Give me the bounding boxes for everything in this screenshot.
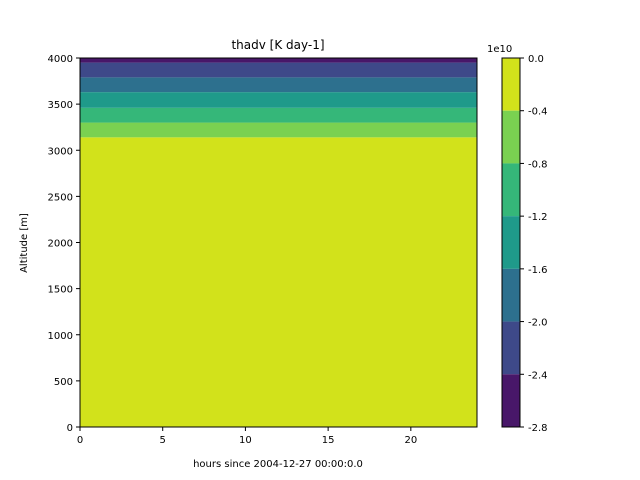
contour-band-6 [80, 58, 477, 63]
x-tick-label-4: 20 [404, 435, 417, 446]
x-tick-label-1: 5 [160, 435, 166, 446]
colorbar-tick-label-1: -0.4 [528, 107, 548, 118]
contour-band-2 [80, 107, 477, 123]
colorbar-segment-6 [502, 374, 520, 427]
colorbar-offset-label: 1e10 [487, 44, 512, 55]
colorbar-segment-0 [502, 58, 520, 111]
y-tick-label-2: 1000 [48, 331, 73, 342]
y-tick-label-8: 4000 [48, 54, 73, 65]
colorbar-tick-label-0: 0.0 [528, 54, 544, 65]
colorbar-tick-label-3: -1.2 [528, 212, 548, 223]
contour-band-1 [80, 122, 477, 138]
colorbar-frame [501, 57, 521, 428]
y-tick-label-4: 2000 [48, 239, 73, 250]
colorbar-tick-label-2: -0.8 [528, 159, 548, 170]
chart-title: thadv [K day-1] [231, 38, 324, 52]
x-axis: 0 5 10 15 20 [77, 427, 417, 446]
y-tick-label-1: 500 [54, 377, 73, 388]
contour-band-5 [80, 62, 477, 78]
y-tick-label-0: 0 [67, 423, 73, 434]
colorbar-segment-4 [502, 268, 520, 322]
colorbar-segment-5 [502, 321, 520, 375]
colorbar: 0.0 -0.4 -0.8 -1.2 -1.6 -2.0 -2.4 -2.8 [501, 54, 548, 434]
colorbar-tick-label-4: -1.6 [528, 265, 548, 276]
colorbar-tick-label-7: -2.8 [528, 423, 548, 434]
y-tick-label-5: 2500 [48, 192, 73, 203]
y-tick-label-7: 3500 [48, 100, 73, 111]
x-tick-label-2: 10 [239, 435, 252, 446]
y-axis-label: Altitude [m] [19, 213, 30, 273]
x-tick-label-0: 0 [77, 435, 83, 446]
x-tick-label-3: 15 [322, 435, 335, 446]
contour-band-3 [80, 92, 477, 108]
colorbar-segment-1 [502, 110, 520, 164]
contour-band-4 [80, 77, 477, 93]
y-tick-label-3: 1500 [48, 285, 73, 296]
colorbar-tick-label-6: -2.4 [528, 370, 548, 381]
colorbar-tick-label-5: -2.0 [528, 318, 548, 329]
y-axis: 0 500 1000 1500 2000 2500 3000 3500 4000 [48, 54, 80, 434]
contour-band-0 [80, 137, 477, 427]
x-axis-label: hours since 2004-12-27 00:00:0.0 [193, 459, 363, 470]
colorbar-segment-2 [502, 163, 520, 217]
y-tick-label-6: 3000 [48, 146, 73, 157]
colorbar-segment-3 [502, 216, 520, 269]
plot-area [79, 57, 478, 428]
